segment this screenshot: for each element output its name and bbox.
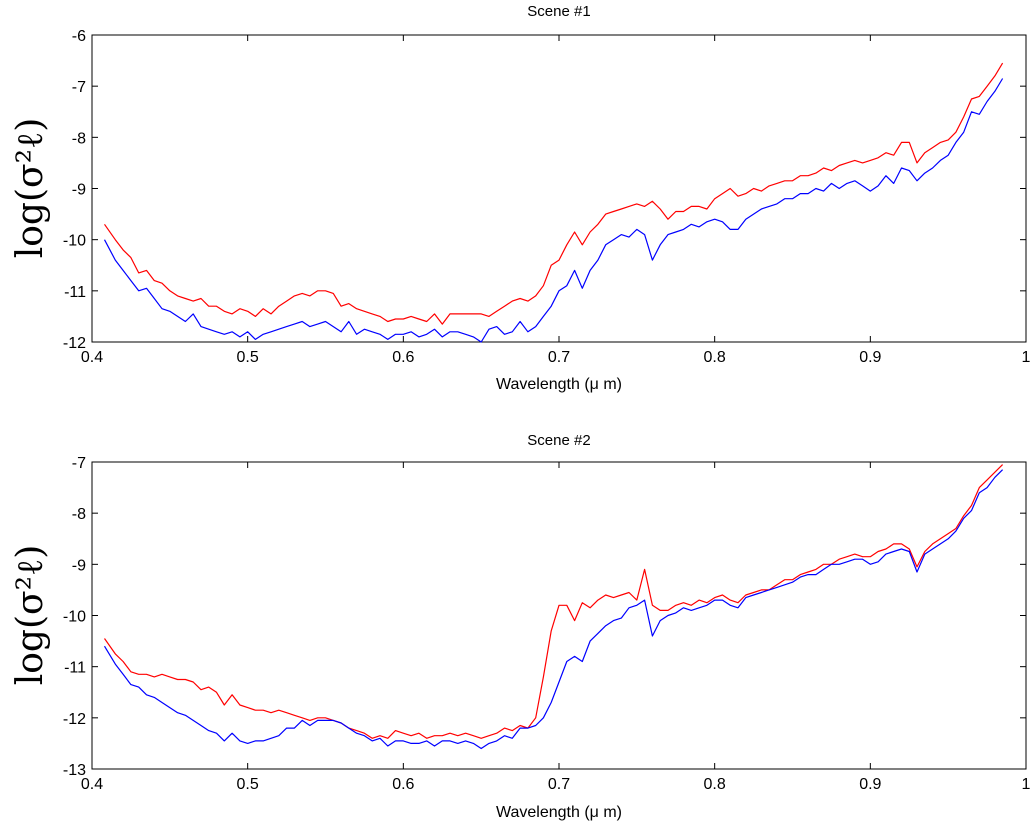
scene-1-y-tick-label: -12 (63, 335, 86, 352)
scene-1-y-axis-label: log(σ²ℓ) (10, 118, 51, 259)
scene-1-y-tick-label: -8 (72, 130, 86, 147)
scene-2-x-tick-label: 0.4 (81, 776, 103, 793)
scene-1-series-blue-line (103, 78, 1004, 343)
scene-1-x-tick-label: 0.7 (548, 349, 570, 366)
scene-2-y-tick-label: -10 (63, 609, 86, 626)
scene-1-y-tick-label: -9 (72, 182, 86, 199)
scene-2-plot-frame (91, 461, 1027, 770)
scene-2-y-tick-label: -11 (64, 660, 86, 677)
scene-2-y-tick-label: -8 (72, 506, 86, 523)
scene-2-x-tick-label: 0.5 (237, 776, 259, 793)
scene-1-x-tick-label: 0.5 (237, 349, 259, 366)
scene-2-x-axis-label: Wavelength (μ m) (496, 804, 622, 821)
scene-2-x-tick-label: 1 (1022, 776, 1031, 793)
scene-1-series-red-line (104, 62, 1004, 325)
scene-1-x-tick-label: 0.4 (81, 349, 103, 366)
scene-2-ticks: 0.4 0.5 0.6 0.7 0.8 0.9 1 -7 -8 -9 -10 -11 -12 -13 (63, 455, 1031, 793)
scene-1-y-tick-label: -6 (72, 28, 86, 45)
scene-2-x-tick-label: 0.6 (392, 776, 414, 793)
scene-1-x-axis-label: Wavelength (μ m) (496, 376, 622, 393)
scene-2-y-tick-label: -7 (72, 455, 86, 472)
scene-1-title: Scene #1 (527, 3, 590, 20)
scene-2-x-tick-label: 0.7 (548, 776, 570, 793)
scene-2-y-axis-label: log(σ²ℓ) (10, 545, 51, 686)
scene-2-series-red-line (104, 464, 1004, 739)
scene-2-panel: Scene #2 0.4 0.5 0.6 0.7 0.8 0.9 1 -7 -8 -9 -10 -11… (10, 432, 1031, 821)
scene-1-series (103, 62, 1004, 343)
scene-2-title: Scene #2 (527, 432, 590, 449)
scene-1-plot-frame (91, 34, 1027, 343)
scene-1-x-tick-label: 0.8 (704, 349, 726, 366)
scene-2-series (103, 464, 1004, 750)
scene-1-y-tick-label: -10 (63, 233, 86, 250)
scene-1-y-tick-label: -11 (64, 284, 86, 301)
scene-1-panel: Scene #1 0.4 0.5 0.6 0.7 0.8 0.9 1 -6 -7 -8 -9 -10 -… (10, 3, 1031, 393)
scene-1-ticks: 0.4 0.5 0.6 0.7 0.8 0.9 1 -6 -7 -8 -9 -10 -11 -12 (63, 28, 1031, 366)
scene-2-series-blue-line (103, 469, 1004, 750)
scene-1-x-tick-label: 1 (1022, 349, 1031, 366)
scene-2-x-tick-label: 0.9 (859, 776, 881, 793)
scene-2-y-tick-label: -12 (63, 711, 86, 728)
scene-2-y-tick-label: -13 (63, 762, 86, 779)
scene-1-x-tick-label: 0.6 (392, 349, 414, 366)
scene-1-y-tick-label: -7 (72, 79, 86, 96)
scene-2-x-tick-label: 0.8 (704, 776, 726, 793)
scene-2-y-tick-label: -9 (72, 557, 86, 574)
scene-1-x-tick-label: 0.9 (859, 349, 881, 366)
